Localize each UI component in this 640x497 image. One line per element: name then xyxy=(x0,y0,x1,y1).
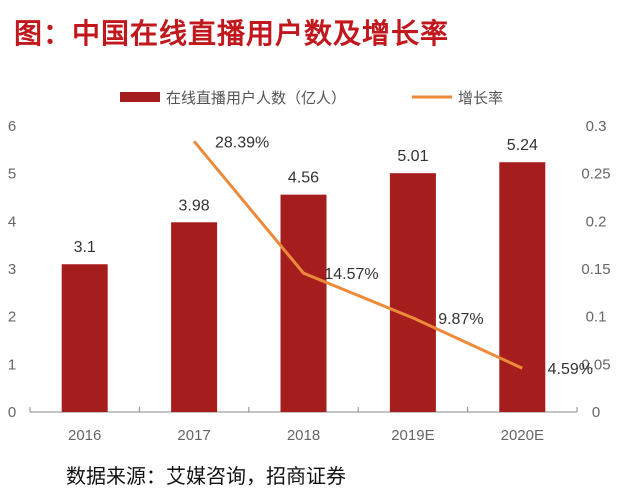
y-left-tick-label: 0 xyxy=(8,404,16,421)
data-source: 数据来源：艾媒咨询，招商证券 xyxy=(66,464,346,488)
y-left-tick-label: 3 xyxy=(8,261,16,278)
y-right-tick-label: 0.2 xyxy=(586,213,607,230)
y-left-tick-label: 1 xyxy=(8,356,16,373)
bar xyxy=(171,222,218,412)
y-right-tick-label: 0 xyxy=(592,404,600,421)
line-data-label: 9.87% xyxy=(438,311,483,328)
bar-data-label: 5.24 xyxy=(507,137,538,154)
y-right-tick-label: 0.05 xyxy=(581,356,610,373)
y-right-tick-label: 0.25 xyxy=(581,166,610,183)
y-right-tick-label: 0.3 xyxy=(586,118,607,135)
bar-data-label: 4.56 xyxy=(288,170,319,187)
bar-data-label: 3.98 xyxy=(179,197,210,214)
chart-title: 图：中国在线直播用户数及增长率 xyxy=(14,17,450,50)
legend-bar-swatch xyxy=(120,92,160,102)
legend-line-label: 增长率 xyxy=(458,89,503,107)
line-data-label: 14.57% xyxy=(324,266,378,283)
bar xyxy=(280,194,327,412)
bar xyxy=(389,173,436,412)
x-tick-label: 2018 xyxy=(287,427,320,444)
y-left-tick-label: 6 xyxy=(8,118,16,135)
y-right-tick-label: 0.1 xyxy=(586,309,607,326)
x-tick-label: 2019E xyxy=(391,427,434,444)
bar xyxy=(61,264,108,412)
x-tick-label: 2020E xyxy=(501,427,544,444)
y-left-tick-label: 2 xyxy=(8,309,16,326)
bar xyxy=(499,162,546,412)
legend-bar-label: 在线直播用户人数（亿人） xyxy=(166,89,346,107)
line-data-label: 4.59% xyxy=(548,361,593,378)
line-data-label: 28.39% xyxy=(215,134,269,151)
y-right-tick-label: 0.15 xyxy=(581,261,610,278)
x-tick-label: 2016 xyxy=(68,427,101,444)
bar-data-label: 5.01 xyxy=(397,148,428,165)
y-left-tick-label: 5 xyxy=(8,166,16,183)
growth-line xyxy=(192,140,523,370)
y-left-tick-label: 4 xyxy=(8,213,16,230)
x-tick-label: 2017 xyxy=(177,427,210,444)
bar-data-label: 3.1 xyxy=(74,239,96,256)
